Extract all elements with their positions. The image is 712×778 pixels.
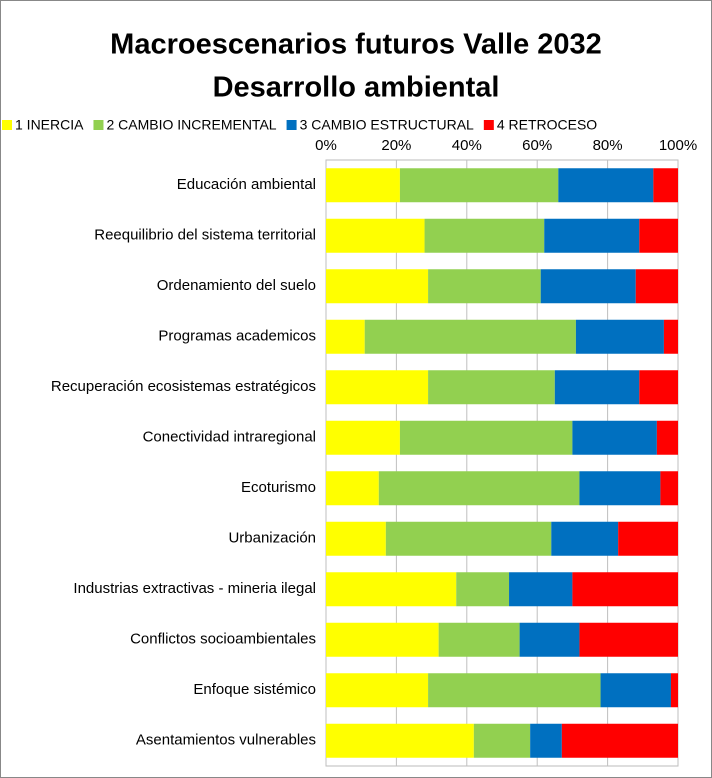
- legend-label: 4 RETROCESO: [497, 117, 597, 133]
- legend-label: 1 INERCIA: [15, 117, 84, 133]
- bar-segment: [600, 673, 671, 708]
- legend-swatch: [93, 120, 104, 130]
- y-tick-label: Educación ambiental: [177, 176, 316, 193]
- bar-segment: [540, 269, 636, 304]
- bar-segment: [399, 420, 573, 455]
- bar-segment: [639, 370, 678, 405]
- bar-segment: [572, 572, 678, 607]
- bar-segment: [326, 673, 429, 708]
- bar-segment: [473, 723, 531, 758]
- bar-segment: [456, 572, 510, 607]
- bar-segment: [326, 370, 429, 405]
- bar-segment: [660, 471, 678, 506]
- bar-segment: [385, 521, 552, 556]
- bar-segment: [554, 370, 640, 405]
- bar-segment: [326, 723, 474, 758]
- bar-segment: [326, 420, 400, 455]
- bar-segment: [326, 218, 425, 253]
- y-tick-label: Conectividad intraregional: [143, 429, 316, 446]
- x-tick-label: 60%: [522, 137, 552, 154]
- bar-segment: [326, 168, 400, 203]
- bar-segment: [326, 471, 379, 506]
- bar-segment: [551, 521, 619, 556]
- bar-segment: [399, 168, 559, 203]
- y-tick-label: Programas academicos: [158, 328, 316, 345]
- bar-segment: [326, 521, 386, 556]
- bar-segment: [635, 269, 678, 304]
- y-tick-label: Conflictos socioambientales: [130, 631, 316, 648]
- bar-segment: [326, 319, 365, 354]
- bar-segment: [326, 269, 429, 304]
- x-tick-label: 0%: [315, 137, 337, 154]
- x-tick-label: 20%: [381, 137, 411, 154]
- legend-swatch: [286, 120, 297, 130]
- bar-segment: [575, 319, 664, 354]
- bar-segment: [428, 370, 555, 405]
- bar-segment: [656, 420, 678, 455]
- bar-segment: [558, 168, 654, 203]
- legend-label: 2 CAMBIO INCREMENTAL: [106, 117, 276, 133]
- chart-subtitle: Desarrollo ambiental: [213, 72, 500, 104]
- y-tick-label: Ordenamiento del suelo: [157, 277, 316, 294]
- bar-segment: [509, 572, 573, 607]
- bar-segment: [579, 622, 678, 657]
- bar-segment: [364, 319, 576, 354]
- y-tick-label: Urbanización: [228, 530, 316, 547]
- bar-segment: [326, 572, 457, 607]
- bar-segment: [572, 420, 657, 455]
- y-tick-label: Asentamientos vulnerables: [136, 732, 316, 749]
- x-tick-label: 80%: [593, 137, 623, 154]
- x-tick-label: 100%: [659, 137, 697, 154]
- y-tick-label: Reequilibrio del sistema territorial: [94, 227, 316, 244]
- y-tick-label: Industrias extractivas - mineria ilegal: [73, 580, 316, 597]
- bar-segment: [438, 622, 520, 657]
- bar-segment: [639, 218, 678, 253]
- y-tick-label: Recuperación ecosistemas estratégicos: [51, 378, 316, 395]
- bar-segment: [424, 218, 545, 253]
- legend-swatch: [483, 120, 494, 130]
- bar-segment: [663, 319, 678, 354]
- bar-segment: [428, 269, 541, 304]
- bar-segment: [561, 723, 678, 758]
- chart-title: Macroescenarios futuros Valle 2032: [110, 29, 602, 61]
- legend-label: 3 CAMBIO ESTRUCTURAL: [300, 117, 474, 133]
- bar-segment: [519, 622, 580, 657]
- bar-segment: [378, 471, 580, 506]
- bar-segment: [428, 673, 601, 708]
- bar-segment: [326, 622, 439, 657]
- x-tick-label: 40%: [452, 137, 482, 154]
- bar-segment: [579, 471, 661, 506]
- y-tick-label: Enfoque sistémico: [193, 681, 316, 698]
- legend-swatch: [2, 120, 12, 130]
- bar-segment: [653, 168, 678, 203]
- bar-segment: [544, 218, 640, 253]
- bar-segment: [670, 673, 678, 708]
- bar-segment: [618, 521, 678, 556]
- y-tick-label: Ecoturismo: [241, 479, 316, 496]
- bar-segment: [530, 723, 562, 758]
